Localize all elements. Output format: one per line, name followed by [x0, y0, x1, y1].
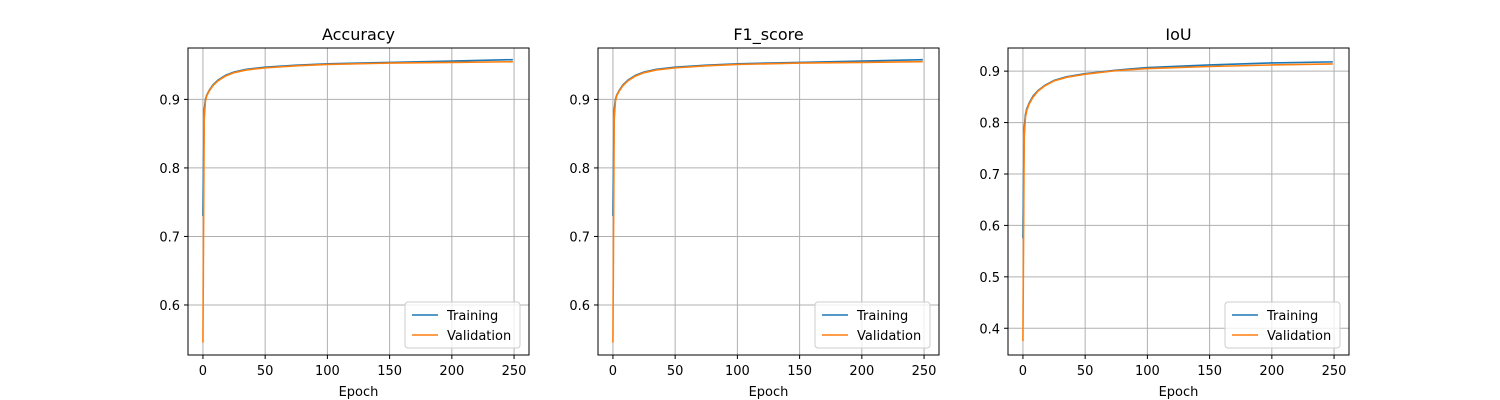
y-tick-label: 0.6 [569, 299, 590, 314]
legend-label-validation: Validation [1267, 329, 1331, 344]
y-tick-label: 0.9 [159, 93, 180, 108]
series-line-validation [612, 60, 923, 343]
y-tick-label: 0.7 [159, 230, 180, 245]
x-tick-label: 150 [377, 364, 402, 379]
x-tick-label: 100 [315, 364, 340, 379]
x-tick-label: 200 [849, 364, 874, 379]
x-tick-label: 200 [439, 364, 464, 379]
y-tick-label: 0.9 [569, 93, 590, 108]
y-tick-label: 0.7 [979, 168, 1000, 183]
subplot-1: 0 50 100 150 200 250 0.6 0.7 0.8 0.9 F1_score Epoch… [569, 25, 940, 400]
legend: Training Validation [814, 301, 931, 349]
x-tick-label: 250 [912, 364, 937, 379]
x-tick-label: 200 [1259, 364, 1284, 379]
x-tick-label: 100 [725, 364, 750, 379]
x-tick-label: 50 [257, 364, 274, 379]
y-tick-label: 0.7 [569, 230, 590, 245]
chart-title: F1_score [733, 25, 803, 45]
legend-label-training: Training [1266, 309, 1318, 324]
y-tick-label: 0.9 [979, 65, 1000, 80]
legend-label-validation: Validation [857, 329, 921, 344]
series-line-validation [202, 60, 513, 343]
y-tick-label: 0.6 [159, 299, 180, 314]
series-line-validation [1022, 63, 1333, 342]
legend-label-training: Training [856, 309, 908, 324]
chart-title: IoU [1165, 25, 1191, 44]
legend: Training Validation [404, 301, 521, 349]
legend-label-validation: Validation [447, 329, 511, 344]
y-tick-label: 0.8 [159, 162, 180, 177]
legend-box [1224, 301, 1341, 349]
x-axis-label: Epoch [1159, 385, 1199, 400]
y-tick-label: 0.8 [569, 162, 590, 177]
y-tick-label: 0.8 [979, 117, 1000, 132]
x-tick-label: 50 [1077, 364, 1094, 379]
legend-box [404, 301, 521, 349]
x-tick-label: 250 [1322, 364, 1347, 379]
y-tick-label: 0.6 [979, 219, 1000, 234]
x-tick-label: 150 [787, 364, 812, 379]
y-tick-label: 0.4 [979, 322, 1000, 337]
x-tick-label: 100 [1135, 364, 1160, 379]
chart-title: Accuracy [322, 25, 395, 44]
x-tick-label: 0 [199, 364, 207, 379]
axes-frame [597, 47, 940, 356]
axes-frame [187, 47, 530, 356]
axes-frame [1007, 47, 1350, 356]
subplot-2: 0 50 100 150 200 250 0.4 0.5 0.6 0.7 0.8 0.9 IoU Epoc… [979, 25, 1350, 400]
subplot-0: 0 50 100 150 200 250 0.6 0.7 0.8 0.9 Accuracy Epoch… [159, 25, 530, 400]
x-axis-label: Epoch [339, 385, 379, 400]
x-tick-label: 0 [609, 364, 617, 379]
x-tick-label: 50 [667, 364, 684, 379]
x-tick-label: 0 [1019, 364, 1027, 379]
x-axis-label: Epoch [749, 385, 789, 400]
legend-box [814, 301, 931, 349]
legend-label-training: Training [446, 309, 498, 324]
y-tick-label: 0.5 [979, 271, 1000, 286]
legend: Training Validation [1224, 301, 1341, 349]
x-tick-label: 150 [1197, 364, 1222, 379]
x-tick-label: 250 [502, 364, 527, 379]
